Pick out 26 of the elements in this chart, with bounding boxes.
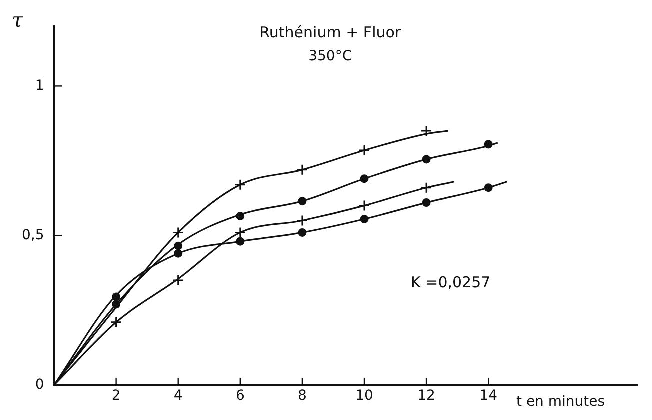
point — [420, 182, 432, 194]
point — [358, 144, 370, 156]
x-tick-label: 4 — [174, 388, 183, 404]
y-tick-label: 0,5 — [22, 227, 44, 244]
point — [296, 215, 308, 226]
x-tick-label: 14 — [480, 388, 498, 404]
y-axis-title: τ — [12, 8, 24, 32]
x-tick-label: 8 — [298, 388, 307, 404]
x-tick-label: 12 — [418, 388, 436, 404]
point — [172, 274, 184, 286]
point — [172, 226, 184, 238]
y-tick-label: 1 — [35, 78, 44, 94]
point — [358, 200, 370, 212]
x-tick-label: 2 — [112, 388, 121, 404]
x-tick-label: 10 — [356, 388, 374, 404]
y-tick-label: 0 — [35, 376, 44, 393]
point — [296, 164, 308, 176]
point — [110, 316, 122, 328]
text: 350°C — [308, 48, 352, 65]
x-tick-label: 6 — [236, 388, 245, 404]
point — [234, 226, 246, 238]
chart-title: Ruthénium + Fluor — [260, 23, 402, 42]
point — [234, 179, 246, 191]
x-axis-title: t en minutes — [516, 394, 606, 410]
annotation: K =0,0257 — [411, 273, 491, 292]
point — [420, 125, 432, 137]
